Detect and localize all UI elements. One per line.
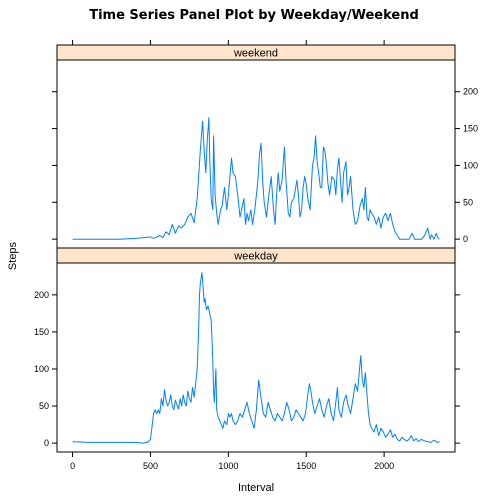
- strip-label-weekend: weekend: [233, 48, 278, 60]
- y-tick-label-weekday: 50: [39, 401, 49, 411]
- x-tick-label: 1500: [296, 461, 316, 471]
- x-axis-label: Interval: [238, 482, 274, 494]
- y-tick-label-weekday: 150: [34, 327, 49, 337]
- y-tick-label-weekend: 150: [463, 124, 478, 134]
- y-tick-label-weekend: 0: [463, 234, 468, 244]
- series-line-weekend: [72, 117, 440, 240]
- x-tick-label: 0: [70, 461, 75, 471]
- panel-border-weekend: [56, 59, 456, 249]
- y-tick-label-weekday: 200: [34, 290, 49, 300]
- y-tick-label-weekday: 0: [44, 438, 49, 448]
- series-line-weekday: [72, 272, 440, 444]
- panel-border-weekday: [56, 262, 456, 453]
- y-tick-label-weekend: 200: [463, 87, 478, 97]
- strip-label-weekday: weekday: [233, 251, 278, 263]
- x-tick-label: 1000: [218, 461, 238, 471]
- chart-title: Time Series Panel Plot by Weekday/Weeken…: [89, 8, 419, 23]
- y-tick-label-weekend: 50: [463, 197, 473, 207]
- x-tick-label: 500: [143, 461, 158, 471]
- y-axis-label: Steps: [7, 241, 19, 270]
- x-tick-label: 2000: [374, 461, 394, 471]
- y-tick-label-weekday: 100: [34, 364, 49, 374]
- y-tick-label-weekend: 100: [463, 160, 478, 170]
